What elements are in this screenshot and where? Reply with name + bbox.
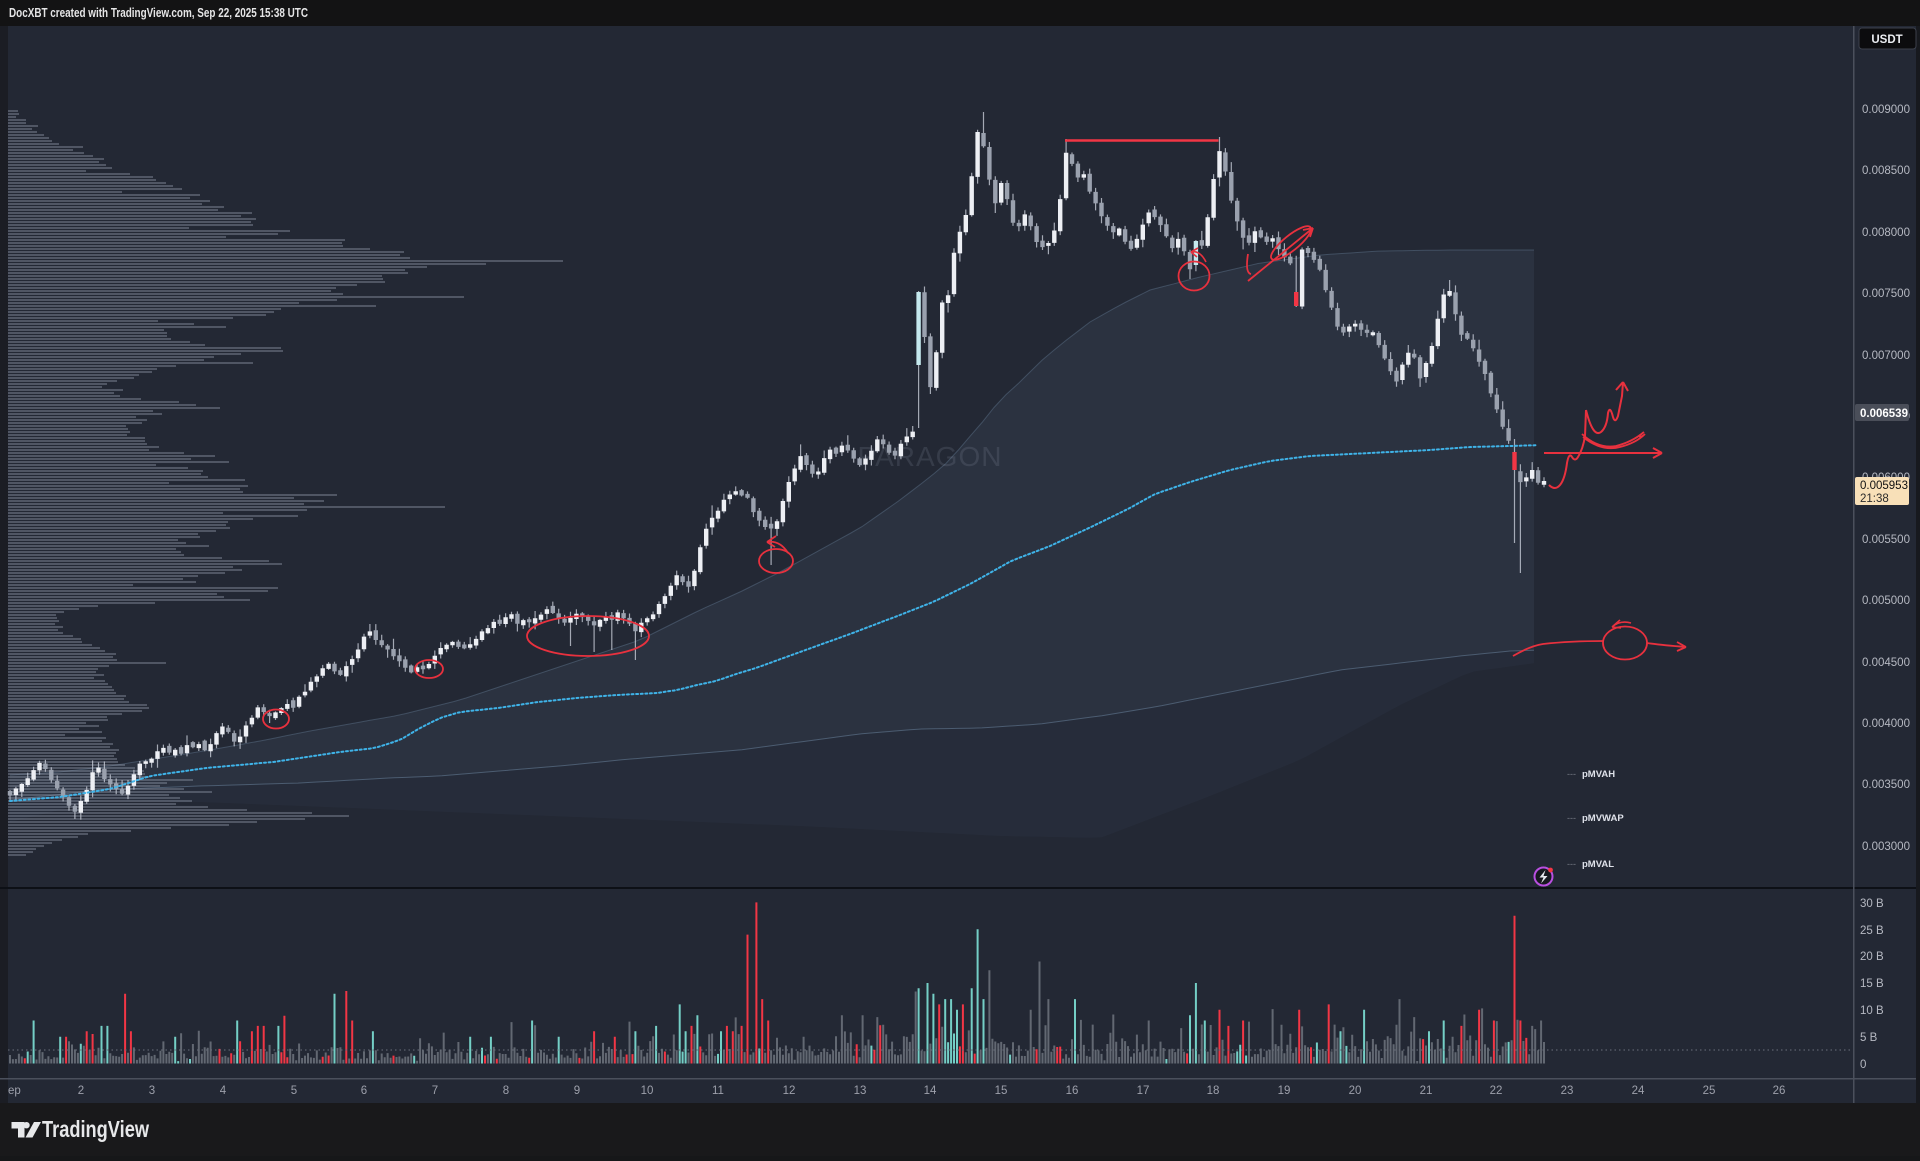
svg-text:0.005953: 0.005953 <box>1860 480 1908 492</box>
svg-text:0: 0 <box>1860 1059 1866 1071</box>
svg-text:0.009000: 0.009000 <box>1862 104 1910 116</box>
svg-text:3: 3 <box>149 1085 155 1097</box>
svg-text:24: 24 <box>1632 1085 1645 1097</box>
svg-text:---: --- <box>1567 769 1576 779</box>
svg-text:DocXBT created with TradingVie: DocXBT created with TradingView.com, Sep… <box>9 5 308 20</box>
svg-text:10: 10 <box>641 1085 654 1097</box>
svg-text:14: 14 <box>924 1085 937 1097</box>
svg-text:PARAGON: PARAGON <box>858 441 1003 472</box>
svg-text:---: --- <box>1567 859 1576 869</box>
svg-text:11: 11 <box>712 1085 724 1097</box>
svg-text:pMVWAP: pMVWAP <box>1582 813 1624 824</box>
svg-text:30 B: 30 B <box>1860 898 1884 910</box>
svg-text:pMVAL: pMVAL <box>1582 859 1614 870</box>
svg-text:0.004500: 0.004500 <box>1862 657 1910 669</box>
svg-text:TradingView: TradingView <box>42 1116 149 1142</box>
svg-text:5 B: 5 B <box>1860 1032 1878 1044</box>
svg-text:0.005000: 0.005000 <box>1862 595 1910 607</box>
svg-text:pMVAH: pMVAH <box>1582 769 1615 780</box>
svg-text:0.004000: 0.004000 <box>1862 718 1910 730</box>
svg-text:8: 8 <box>503 1085 509 1097</box>
svg-text:4: 4 <box>220 1085 227 1097</box>
svg-text:18: 18 <box>1207 1085 1220 1097</box>
svg-text:0.008000: 0.008000 <box>1862 227 1910 239</box>
svg-text:22: 22 <box>1490 1085 1503 1097</box>
svg-text:USDT: USDT <box>1871 34 1902 46</box>
svg-text:0.007500: 0.007500 <box>1862 288 1910 300</box>
svg-text:0.006539: 0.006539 <box>1860 408 1908 420</box>
svg-text:20: 20 <box>1349 1085 1362 1097</box>
svg-text:0.007000: 0.007000 <box>1862 350 1910 362</box>
svg-text:23: 23 <box>1561 1085 1574 1097</box>
svg-text:6: 6 <box>361 1085 367 1097</box>
svg-text:15 B: 15 B <box>1860 978 1884 990</box>
svg-text:0.003500: 0.003500 <box>1862 779 1910 791</box>
svg-text:---: --- <box>1567 813 1576 823</box>
svg-text:0.008500: 0.008500 <box>1862 165 1910 177</box>
svg-text:10 B: 10 B <box>1860 1005 1884 1017</box>
svg-text:13: 13 <box>854 1085 867 1097</box>
svg-text:26: 26 <box>1773 1085 1786 1097</box>
svg-text:19: 19 <box>1278 1085 1291 1097</box>
svg-text:7: 7 <box>432 1085 438 1097</box>
svg-text:17: 17 <box>1137 1085 1150 1097</box>
svg-text:25: 25 <box>1703 1085 1716 1097</box>
svg-text:0.005500: 0.005500 <box>1862 534 1910 546</box>
svg-text:12: 12 <box>783 1085 796 1097</box>
svg-text:21: 21 <box>1420 1085 1433 1097</box>
svg-text:21:38: 21:38 <box>1860 493 1889 505</box>
svg-text:16: 16 <box>1066 1085 1079 1097</box>
svg-text:2: 2 <box>78 1085 84 1097</box>
svg-text:25 B: 25 B <box>1860 925 1884 937</box>
svg-text:15: 15 <box>995 1085 1008 1097</box>
svg-text:20 B: 20 B <box>1860 951 1884 963</box>
svg-text:9: 9 <box>574 1085 580 1097</box>
svg-text:ep: ep <box>8 1085 21 1097</box>
svg-text:0.003000: 0.003000 <box>1862 841 1910 853</box>
svg-text:5: 5 <box>291 1085 297 1097</box>
